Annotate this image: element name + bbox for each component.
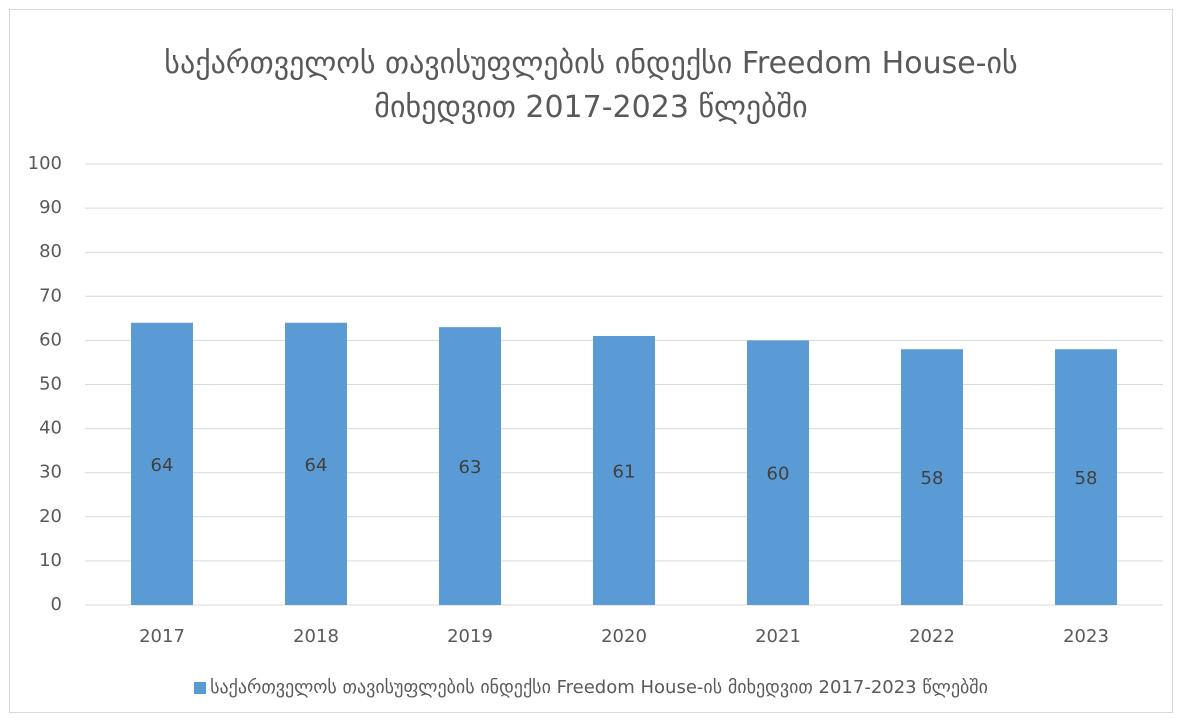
x-tick-label: 2021 [755, 626, 801, 647]
bar [747, 340, 809, 605]
data-label: 64 [305, 455, 328, 476]
y-tick-label: 20 [39, 506, 62, 527]
legend-label: საქართველოს თავისუფლების ინდექსი Freedom… [210, 677, 988, 698]
x-tick-label: 2022 [909, 626, 955, 647]
chart-border [9, 9, 1173, 713]
x-tick-label: 2017 [139, 626, 185, 647]
y-tick-label: 30 [39, 462, 62, 483]
y-tick-label: 0 [51, 594, 62, 615]
bar [593, 335, 655, 605]
data-label: 63 [459, 457, 482, 478]
bar [439, 327, 501, 605]
bar [285, 322, 347, 605]
data-label: 58 [1075, 468, 1098, 489]
y-tick-label: 50 [39, 374, 62, 395]
y-tick-label: 10 [39, 550, 62, 571]
bar [131, 322, 193, 605]
y-tick-label: 100 [28, 153, 62, 174]
y-tick-label: 40 [39, 418, 62, 439]
y-tick-label: 80 [39, 241, 62, 262]
y-tick-label: 60 [39, 329, 62, 350]
data-label: 64 [151, 455, 174, 476]
chart-title: საქართველოს თავისუფლების ინდექსი Freedom… [164, 46, 1018, 125]
legend: საქართველოს თავისუფლების ინდექსი Freedom… [0, 677, 1182, 698]
y-tick-label: 90 [39, 197, 62, 218]
x-tick-label: 2020 [601, 626, 647, 647]
data-label: 58 [921, 468, 944, 489]
y-tick-label: 70 [39, 285, 62, 306]
bar [901, 349, 963, 605]
x-tick-label: 2019 [447, 626, 493, 647]
legend-swatch [194, 681, 207, 694]
data-label: 61 [613, 461, 636, 482]
data-label: 60 [767, 464, 790, 485]
bar [1055, 349, 1117, 605]
x-tick-label: 2023 [1063, 626, 1109, 647]
x-tick-label: 2018 [293, 626, 339, 647]
